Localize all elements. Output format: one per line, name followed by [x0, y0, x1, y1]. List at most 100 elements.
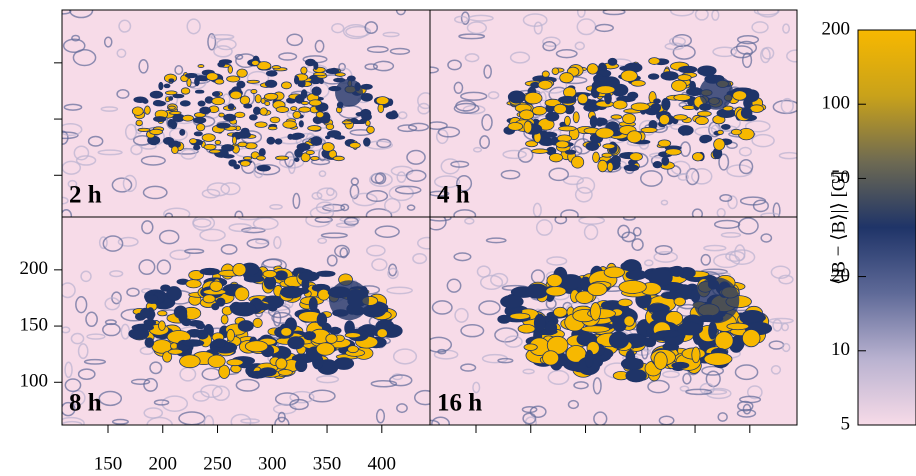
texture — [693, 277, 740, 324]
texture — [343, 217, 359, 226]
texture — [720, 232, 742, 238]
texture — [260, 97, 266, 104]
x-tick-label: 200 — [149, 453, 178, 474]
colorbar-tick-label: 200 — [822, 18, 851, 39]
texture — [275, 106, 290, 113]
texture — [522, 13, 548, 27]
texture — [111, 177, 133, 193]
texture — [313, 71, 327, 77]
texture — [157, 310, 168, 317]
texture — [607, 57, 618, 66]
texture — [100, 106, 119, 112]
texture — [201, 133, 216, 142]
texture — [610, 114, 623, 120]
texture — [252, 317, 263, 329]
texture — [559, 72, 574, 84]
texture — [264, 92, 279, 101]
texture — [648, 57, 661, 65]
texture — [617, 224, 630, 239]
texture — [289, 398, 309, 411]
texture — [98, 236, 108, 250]
texture — [271, 65, 282, 70]
texture — [529, 405, 547, 418]
texture — [679, 385, 690, 392]
texture — [782, 23, 791, 34]
texture — [163, 83, 171, 89]
texture — [286, 33, 304, 47]
texture — [166, 286, 182, 302]
texture — [243, 103, 253, 109]
texture — [727, 195, 738, 210]
texture — [213, 45, 233, 58]
texture — [158, 81, 164, 91]
texture — [714, 331, 734, 350]
texture — [317, 288, 330, 301]
x-tick-label: 250 — [203, 453, 232, 474]
texture — [170, 120, 178, 130]
texture — [644, 107, 660, 116]
texture — [414, 389, 430, 406]
texture — [597, 159, 608, 173]
texture — [310, 155, 320, 161]
texture — [216, 122, 231, 129]
texture — [417, 92, 430, 110]
texture — [537, 79, 553, 90]
texture — [460, 324, 485, 338]
texture — [174, 65, 184, 75]
texture — [371, 258, 388, 272]
texture — [575, 290, 594, 304]
texture — [236, 68, 248, 78]
texture — [407, 122, 430, 132]
texture — [126, 287, 140, 297]
texture — [454, 15, 469, 24]
texture — [544, 320, 558, 336]
texture — [464, 217, 475, 225]
texture — [295, 358, 308, 373]
texture — [72, 49, 97, 67]
texture — [567, 399, 580, 410]
texture — [104, 297, 121, 311]
texture — [725, 250, 746, 262]
texture — [131, 106, 144, 116]
texture — [220, 314, 229, 325]
texture — [490, 272, 509, 287]
texture — [192, 217, 216, 231]
colorbar-tick-label: 10 — [831, 339, 850, 360]
texture — [697, 110, 712, 117]
texture — [553, 103, 567, 115]
texture — [781, 342, 791, 353]
texture — [144, 337, 155, 348]
texture — [158, 229, 180, 245]
texture — [184, 72, 198, 79]
texture — [269, 203, 283, 210]
x-tick-label: 350 — [313, 453, 342, 474]
texture — [169, 110, 182, 115]
texture — [116, 48, 127, 58]
texture — [64, 378, 82, 393]
texture — [677, 74, 692, 81]
texture — [137, 127, 151, 132]
texture — [188, 270, 204, 281]
texture — [370, 379, 398, 388]
texture — [220, 182, 241, 196]
texture — [456, 175, 473, 192]
texture — [661, 97, 671, 111]
texture — [462, 104, 486, 115]
texture — [631, 238, 644, 251]
texture — [472, 146, 483, 153]
texture — [677, 321, 704, 336]
texture — [455, 100, 477, 112]
texture — [532, 106, 547, 116]
texture — [124, 123, 138, 141]
texture — [620, 261, 641, 272]
texture — [595, 127, 615, 139]
texture — [612, 99, 628, 110]
texture — [246, 70, 270, 86]
texture — [315, 342, 335, 356]
texture — [604, 92, 612, 105]
texture — [278, 369, 293, 376]
texture — [654, 330, 682, 338]
texture — [594, 23, 614, 33]
texture — [262, 269, 277, 279]
texture — [160, 284, 171, 292]
